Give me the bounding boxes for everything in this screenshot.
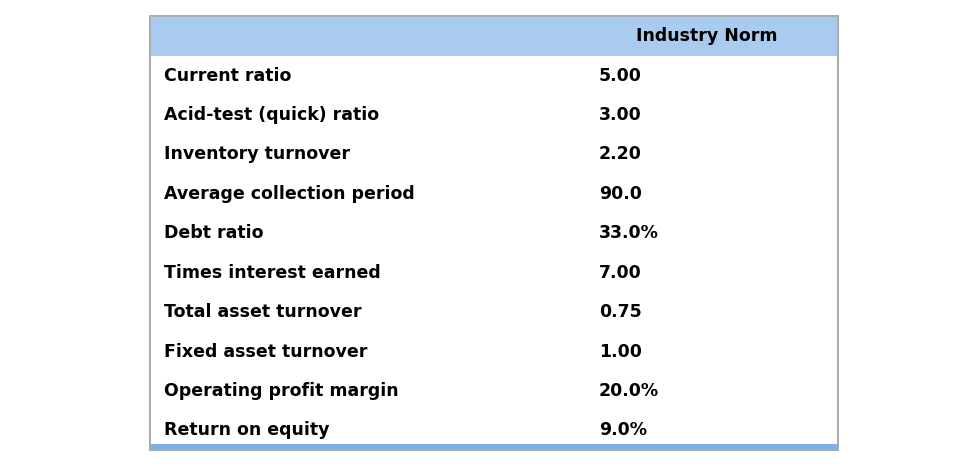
Text: 3.00: 3.00 (599, 106, 641, 124)
Text: Acid-test (quick) ratio: Acid-test (quick) ratio (164, 106, 380, 124)
Text: 9.0%: 9.0% (599, 422, 647, 439)
Text: 0.75: 0.75 (599, 303, 641, 321)
Bar (150, 16, 838, 56)
Text: Times interest earned: Times interest earned (164, 264, 381, 282)
Text: 5.00: 5.00 (599, 66, 641, 85)
Text: Average collection period: Average collection period (164, 185, 415, 203)
Text: Total asset turnover: Total asset turnover (164, 303, 361, 321)
Text: 2.20: 2.20 (599, 146, 641, 163)
Text: Industry Norm: Industry Norm (636, 27, 778, 45)
Text: 7.00: 7.00 (599, 264, 641, 282)
Text: 90.0: 90.0 (599, 185, 641, 203)
Text: Fixed asset turnover: Fixed asset turnover (164, 343, 368, 361)
Bar (150, 16, 838, 450)
Text: Return on equity: Return on equity (164, 422, 329, 439)
Bar (150, 16, 838, 450)
Text: Debt ratio: Debt ratio (164, 224, 264, 242)
Text: Inventory turnover: Inventory turnover (164, 146, 351, 163)
Text: Operating profit margin: Operating profit margin (164, 382, 399, 400)
Text: Current ratio: Current ratio (164, 66, 292, 85)
Bar (150, 444, 838, 450)
Text: 33.0%: 33.0% (599, 224, 659, 242)
Text: 20.0%: 20.0% (599, 382, 659, 400)
Text: 1.00: 1.00 (599, 343, 641, 361)
